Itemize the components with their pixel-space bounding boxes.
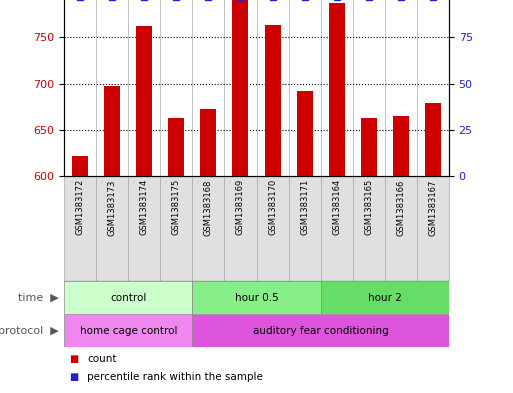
Bar [321,176,353,281]
Bar [136,26,152,176]
Bar [160,176,192,281]
Text: count: count [87,354,117,364]
Bar [393,116,409,176]
Text: time  ▶: time ▶ [18,292,59,303]
Bar [192,314,449,347]
Bar [353,176,385,281]
Bar [168,118,184,176]
Text: home cage control: home cage control [80,325,177,336]
Bar [417,176,449,281]
Bar [361,118,377,176]
Text: GSM1383169: GSM1383169 [236,179,245,235]
Text: GSM1383166: GSM1383166 [396,179,405,235]
Text: GSM1383174: GSM1383174 [140,179,149,235]
Bar [104,86,120,176]
Bar [385,176,417,281]
Text: hour 0.5: hour 0.5 [234,292,279,303]
Text: auditory fear conditioning: auditory fear conditioning [253,325,388,336]
Bar [225,176,256,281]
Bar [64,314,192,347]
Bar [64,281,192,314]
Text: ■: ■ [69,354,78,364]
Bar [64,176,96,281]
Text: hour 2: hour 2 [368,292,402,303]
Text: GSM1383172: GSM1383172 [75,179,85,235]
Bar [425,103,441,176]
Text: ■: ■ [69,372,78,382]
Bar [329,3,345,176]
Bar [96,176,128,281]
Bar [256,176,288,281]
Bar [128,176,160,281]
Bar [201,108,216,176]
Bar [297,91,312,176]
Text: GSM1383171: GSM1383171 [300,179,309,235]
Text: GSM1383164: GSM1383164 [332,179,341,235]
Text: GSM1383167: GSM1383167 [428,179,438,235]
Bar [192,281,321,314]
Text: GSM1383175: GSM1383175 [172,179,181,235]
Text: GSM1383165: GSM1383165 [364,179,373,235]
Text: GSM1383170: GSM1383170 [268,179,277,235]
Text: control: control [110,292,146,303]
Bar [232,0,248,176]
Text: GSM1383173: GSM1383173 [108,179,117,235]
Text: GSM1383168: GSM1383168 [204,179,213,235]
Bar [265,25,281,176]
Bar [72,156,88,176]
Text: protocol  ▶: protocol ▶ [0,325,59,336]
Bar [288,176,321,281]
Text: percentile rank within the sample: percentile rank within the sample [87,372,263,382]
Bar [192,176,225,281]
Bar [321,281,449,314]
